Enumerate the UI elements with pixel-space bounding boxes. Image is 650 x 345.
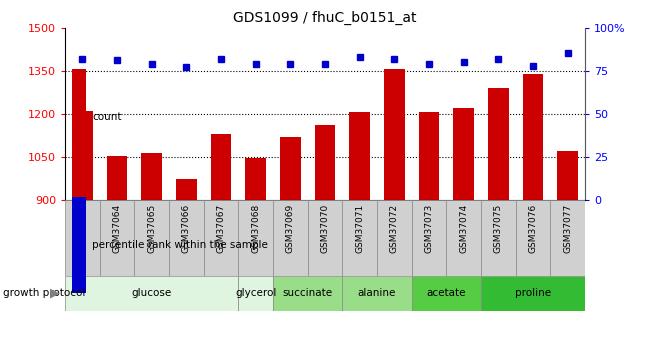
Text: glycerol: glycerol: [235, 288, 276, 298]
Bar: [176, 179, 197, 200]
Text: ▶: ▶: [51, 287, 60, 300]
Bar: [141, 153, 162, 200]
Bar: [481, 200, 515, 276]
Text: count: count: [92, 112, 122, 122]
Bar: [65, 200, 99, 276]
Bar: [307, 200, 343, 276]
Bar: [557, 151, 578, 200]
Bar: [211, 134, 231, 200]
Bar: [239, 276, 273, 310]
Bar: [315, 125, 335, 200]
Bar: [203, 200, 239, 276]
Text: GSM37070: GSM37070: [320, 204, 330, 253]
Bar: [523, 73, 543, 200]
Bar: [280, 137, 301, 200]
Bar: [384, 69, 405, 200]
Bar: [411, 276, 481, 310]
Bar: [65, 276, 239, 310]
Text: GSM37074: GSM37074: [459, 204, 468, 253]
Bar: [551, 200, 585, 276]
Text: GSM37065: GSM37065: [147, 204, 156, 253]
Bar: [481, 276, 585, 310]
Text: GSM37067: GSM37067: [216, 204, 226, 253]
Text: GSM37069: GSM37069: [286, 204, 295, 253]
Bar: [72, 111, 93, 200]
Text: GSM37064: GSM37064: [112, 204, 122, 253]
Bar: [411, 200, 447, 276]
Bar: [377, 200, 411, 276]
Bar: [515, 200, 551, 276]
Bar: [349, 112, 370, 200]
Bar: [239, 200, 273, 276]
Text: GSM37071: GSM37071: [355, 204, 364, 253]
Text: GSM37076: GSM37076: [528, 204, 538, 253]
Bar: [453, 108, 474, 200]
Text: succinate: succinate: [283, 288, 333, 298]
Text: GSM37075: GSM37075: [494, 204, 503, 253]
Bar: [488, 88, 509, 200]
Title: GDS1099 / fhuC_b0151_at: GDS1099 / fhuC_b0151_at: [233, 11, 417, 25]
Bar: [343, 200, 377, 276]
Text: growth protocol: growth protocol: [3, 288, 86, 298]
Bar: [273, 276, 343, 310]
Text: GSM37073: GSM37073: [424, 204, 434, 253]
Text: alanine: alanine: [358, 288, 396, 298]
Bar: [99, 200, 135, 276]
Text: percentile rank within the sample: percentile rank within the sample: [92, 240, 268, 250]
Text: GSM37068: GSM37068: [251, 204, 260, 253]
Bar: [107, 156, 127, 200]
Bar: [273, 200, 307, 276]
Text: GSM37077: GSM37077: [563, 204, 572, 253]
Text: acetate: acetate: [426, 288, 466, 298]
Bar: [245, 158, 266, 200]
Text: proline: proline: [515, 288, 551, 298]
Bar: [169, 200, 203, 276]
Text: glucose: glucose: [131, 288, 172, 298]
Bar: [447, 200, 481, 276]
Bar: [343, 276, 411, 310]
Bar: [419, 112, 439, 200]
Text: GSM37063: GSM37063: [78, 204, 87, 253]
Bar: [135, 200, 169, 276]
Text: GSM37066: GSM37066: [182, 204, 191, 253]
Text: GSM37072: GSM37072: [390, 204, 399, 253]
